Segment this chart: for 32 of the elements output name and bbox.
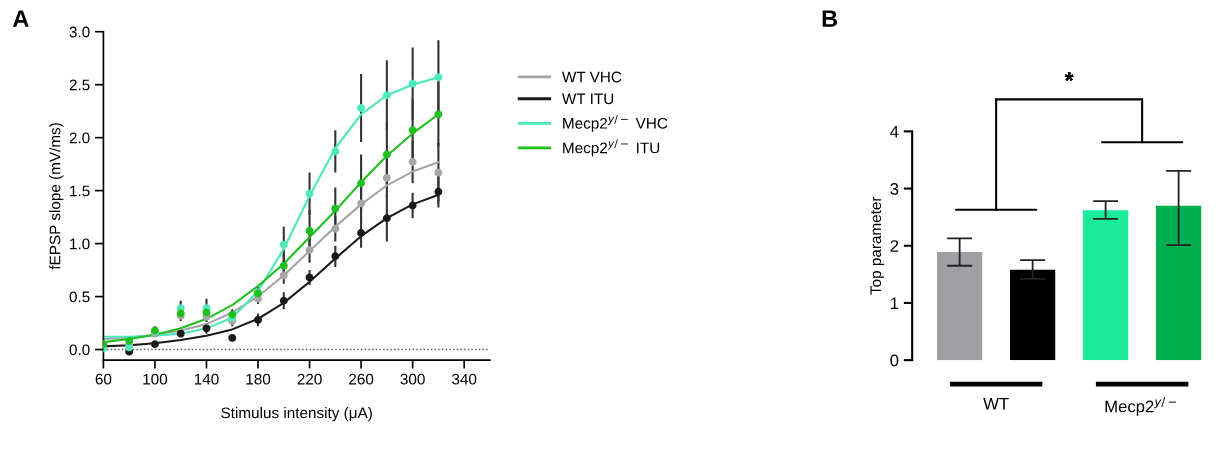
y-tick-label: 0.0	[69, 344, 90, 356]
x-tick-label: 340	[452, 373, 477, 385]
legend-label: WT VHC	[561, 71, 622, 83]
legend-label: Mecp2$^{y/−}$ VHC	[563, 114, 668, 132]
y-tick-label: 0.5	[69, 291, 90, 303]
y-tick-label: 1.0	[70, 238, 90, 250]
y-axis-title: Top parameter	[870, 196, 885, 295]
text: Mecp2$^{y/−}$	[1105, 397, 1177, 416]
y-tick-label: 2.5	[69, 79, 90, 91]
y-tick-label: 4	[890, 125, 899, 138]
y-tick-label: 1.5	[70, 185, 90, 197]
legend-label: Mecp2$^{y/−}$ ITU	[563, 139, 660, 157]
chart-title: B	[822, 10, 838, 27]
text: *	[1064, 72, 1074, 81]
x-tick-label: 300	[400, 373, 425, 385]
y-tick-label: 2.0	[69, 132, 90, 144]
y-tick-label: 3	[890, 182, 899, 195]
x-tick-label: 100	[143, 373, 168, 385]
y-tick-label: 2	[890, 240, 899, 252]
x-tick-label: 260	[349, 373, 374, 385]
x-tick-label: 220	[297, 373, 322, 385]
chart-title: A	[12, 10, 29, 27]
legend-label: WT ITU	[561, 93, 614, 105]
y-tick-label: 0	[890, 354, 899, 367]
x-tick-label: 180	[246, 373, 271, 385]
y-tick-label: 3.0	[69, 26, 90, 38]
y-tick-label: 1	[890, 297, 899, 309]
x-tick-label: 140	[194, 373, 219, 385]
x-tick-label: 60	[95, 373, 112, 385]
text: WT	[983, 397, 1009, 410]
x-axis-title: Stimulus intensity (μA)	[221, 407, 372, 422]
y-axis-title: fEPSP slope (mV/ms)	[49, 123, 64, 270]
